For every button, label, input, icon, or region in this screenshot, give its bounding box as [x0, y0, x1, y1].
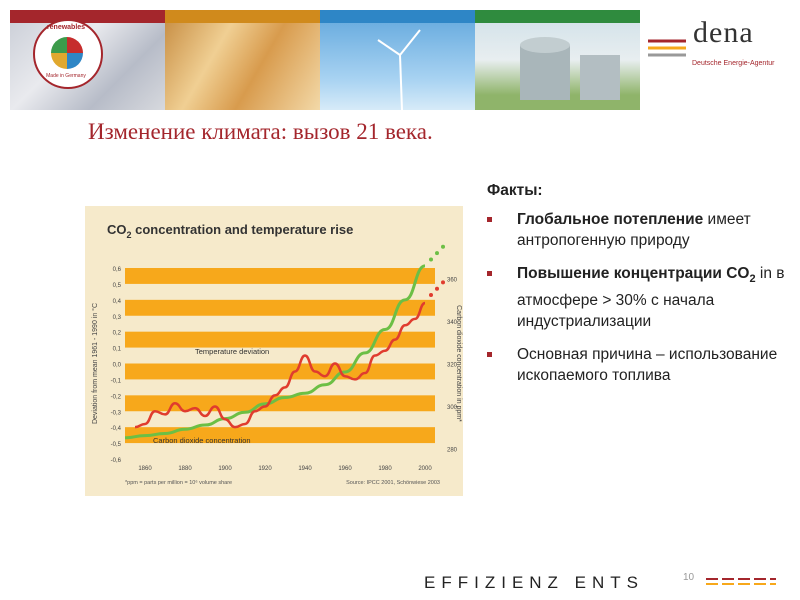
header-banner: renewables Made in Germany dena Deutsche… — [0, 0, 800, 112]
y-left-axis-label: Deviation from mean 1961 - 1990 in °C — [91, 303, 99, 424]
y-left-tick-label: 0,3 — [113, 315, 122, 321]
temperature-series-line — [134, 301, 426, 429]
dena-logo: dena Deutsche Energie-Agentur — [640, 10, 800, 78]
brand-name: dena — [693, 16, 754, 49]
y-left-tick-label: 0,5 — [113, 283, 122, 289]
co2-projection-dot — [435, 251, 439, 256]
x-tick-label: 1980 — [378, 466, 392, 472]
y-left-tick-label: -0,2 — [111, 394, 122, 400]
chart-band — [125, 299, 435, 316]
fact-text: in в атмосфере > 30% с начала индустриал… — [517, 265, 785, 331]
chart-title: CO2 concentration and temperature rise — [107, 222, 353, 240]
y-left-tick-label: -0,1 — [111, 378, 122, 384]
temperature-projection-dot — [429, 293, 433, 298]
y-right-tick-label: 300 — [447, 405, 458, 411]
footer-text: EFFIZIENZ ENTS — [424, 573, 644, 592]
y-left-tick-label: 0,1 — [113, 347, 122, 353]
y-left-tick-label: -0,3 — [111, 410, 122, 416]
x-tick-label: 1920 — [258, 466, 272, 472]
y-left-tick-label: 0,4 — [113, 299, 122, 305]
seal-bottom-text: Made in Germany — [46, 73, 86, 79]
y-left-tick-label: -0,4 — [111, 426, 122, 432]
fact-text: Основная причина – использование ископае… — [517, 346, 778, 385]
chart-band — [125, 395, 435, 412]
photo-wood — [165, 10, 320, 110]
brand-subtitle: Deutsche Energie-Agentur — [692, 60, 775, 67]
photo-strip — [10, 10, 640, 110]
footer-lines — [706, 578, 776, 585]
fact-item: Основная причина – использование ископае… — [487, 344, 787, 386]
temperature-projection-dot — [435, 286, 439, 291]
facts-list: Факты: Глобальное потепление имеет антро… — [487, 180, 787, 398]
x-tick-label: 1960 — [338, 466, 352, 472]
y-left-tick-label: -0,6 — [111, 458, 122, 464]
fact-item: Повышение концентрации CO2 in в атмосфер… — [487, 263, 787, 332]
co2-projection-dot — [441, 244, 445, 249]
y-right-tick-label: 280 — [447, 447, 458, 453]
fact-bold: Повышение концентрации CO — [517, 265, 750, 282]
page-number: 10 — [683, 572, 695, 583]
slide-title: Изменение климата: вызов 21 века. — [88, 119, 433, 144]
y-left-tick-label: 0,6 — [113, 267, 122, 273]
y-left-tick-label: 0,0 — [113, 363, 122, 369]
x-tick-label: 2000 — [418, 466, 432, 472]
co2-projection-dot — [429, 257, 433, 262]
chart-source: Source: IPCC 2001, Schönwiese 2003 — [346, 480, 440, 486]
x-tick-label: 1860 — [138, 466, 152, 472]
temperature-series-label: Temperature deviation — [195, 347, 269, 356]
fact-bold: Глобальное потепление — [517, 211, 704, 228]
facts-heading: Факты: — [487, 182, 543, 199]
co2-series-label: Carbon dioxide concentration — [153, 436, 251, 445]
photo-wind — [320, 10, 475, 110]
temperature-projection-dot — [441, 280, 445, 285]
y-right-tick-label: 360 — [447, 278, 458, 284]
co2-temperature-chart: CO2 concentration and temperature rise 0,… — [91, 222, 462, 486]
y-right-tick-label: 340 — [447, 320, 458, 326]
chart-band — [125, 331, 435, 348]
y-left-tick-label: 0,2 — [113, 331, 122, 337]
chart-band — [125, 268, 435, 284]
chart-panel: CO2 concentration and temperature rise 0,… — [85, 206, 463, 496]
photo-biogas — [475, 10, 640, 110]
co2-series-line — [124, 264, 426, 440]
fact-item: Глобальное потепление имеет антропогенну… — [487, 209, 787, 251]
chart-band — [125, 427, 435, 444]
chart-footnote: *ppm = parts per million = 10⁶ volume sh… — [125, 479, 232, 486]
renewables-seal: renewables Made in Germany — [33, 19, 103, 89]
x-tick-label: 1940 — [298, 466, 312, 472]
x-tick-label: 1900 — [218, 466, 232, 472]
x-tick-label: 1880 — [178, 466, 192, 472]
y-right-tick-label: 320 — [447, 363, 458, 369]
chart-band — [125, 363, 435, 380]
y-right-axis-label: Carbon dioxide concentration in ppm* — [455, 305, 462, 422]
seal-top-text: renewables — [46, 24, 86, 31]
fact-text: имеет антропогенную природу — [517, 211, 751, 249]
y-left-tick-label: -0,5 — [111, 442, 122, 448]
fact-subscript: 2 — [749, 273, 756, 286]
